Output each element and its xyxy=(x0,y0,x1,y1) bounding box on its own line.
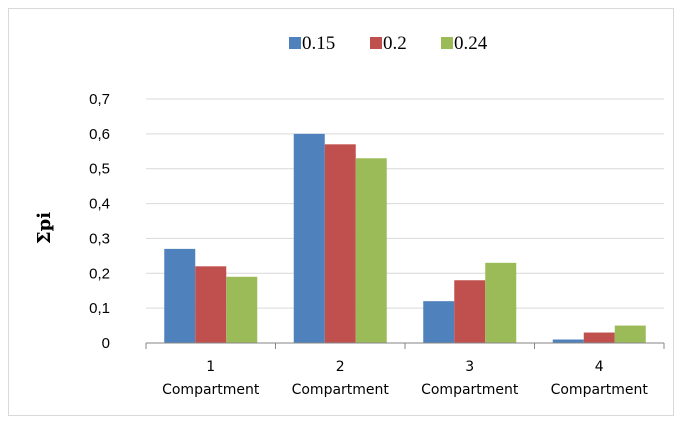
bar-series-1-cat-0 xyxy=(195,266,227,343)
x-category-label: 2 xyxy=(336,359,345,375)
y-tick-label: 0,2 xyxy=(89,265,110,282)
legend: 0.15 0.2 0.24 xyxy=(289,33,488,54)
bar-series-2-cat-0 xyxy=(226,276,258,343)
bar-series-0-cat-3 xyxy=(552,339,584,343)
bars xyxy=(164,133,646,343)
axes xyxy=(145,342,665,349)
legend-label-0: 0.15 xyxy=(302,33,335,54)
x-category-label: 4 xyxy=(595,359,604,375)
bar-series-1-cat-1 xyxy=(324,144,356,343)
x-category-label: Compartment xyxy=(292,382,390,398)
bar-series-2-cat-1 xyxy=(355,158,387,343)
x-category-label: Compartment xyxy=(421,382,519,398)
labels: 0 0,1 0,2 0,3 0,4 0,5 0,6 0,7 1 Compartment 2 Compa… xyxy=(89,91,648,398)
legend-swatch-1 xyxy=(370,37,382,49)
y-tick-label: 0,6 xyxy=(89,126,110,143)
legend-swatch-2 xyxy=(441,37,453,49)
legend-label-2: 0.24 xyxy=(454,33,488,54)
y-tick-label: 0,7 xyxy=(89,91,110,108)
y-axis-title: Σpi xyxy=(34,212,55,244)
bar-series-2-cat-3 xyxy=(614,325,646,343)
y-tick-label: 0,5 xyxy=(89,161,110,178)
x-category-label: 3 xyxy=(465,359,474,375)
bar-series-1-cat-2 xyxy=(454,280,486,343)
x-category-label: Compartment xyxy=(551,382,649,398)
y-tick-label: 0,4 xyxy=(89,196,110,213)
y-tick-label: 0,3 xyxy=(89,230,110,247)
y-tick-label: 0 xyxy=(102,335,110,352)
x-category-label: 1 xyxy=(206,359,215,375)
legend-swatch-0 xyxy=(289,37,301,49)
bar-series-2-cat-2 xyxy=(485,262,517,343)
bar-series-1-cat-3 xyxy=(583,332,615,343)
bar-series-0-cat-0 xyxy=(164,248,196,343)
y-tick-label: 0,1 xyxy=(89,300,110,317)
bar-series-0-cat-1 xyxy=(293,133,325,343)
x-category-label: Compartment xyxy=(162,382,260,398)
legend-label-1: 0.2 xyxy=(383,33,407,54)
bar-series-0-cat-2 xyxy=(423,301,455,343)
